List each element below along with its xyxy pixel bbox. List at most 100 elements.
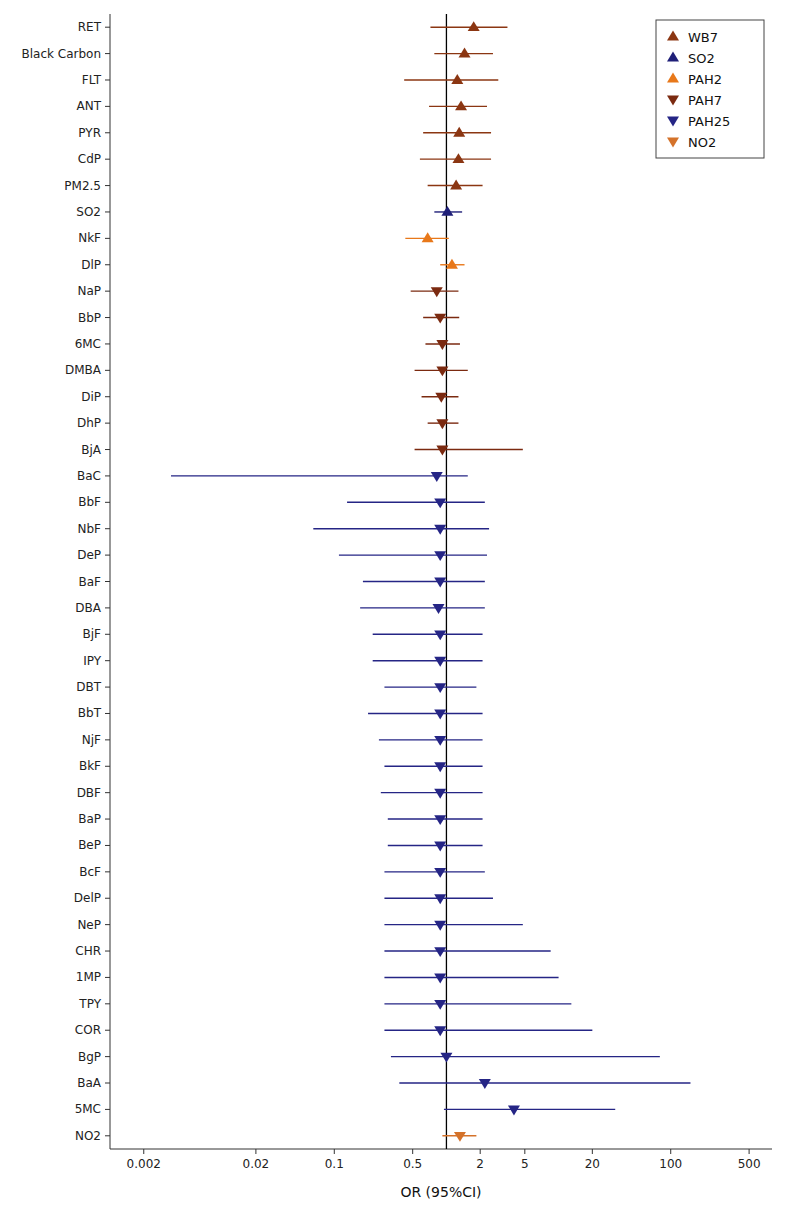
y-tick-label: CdP — [78, 152, 101, 166]
ci-line — [399, 1082, 690, 1083]
y-tick-label: BkF — [79, 759, 101, 773]
y-tick-label: Black Carbon — [21, 47, 101, 61]
y-tick-label: NaP — [77, 284, 101, 298]
point-estimate — [479, 1079, 491, 1089]
y-tick-label: DBT — [76, 680, 101, 694]
y-tick — [105, 687, 110, 688]
point-estimate — [433, 604, 445, 614]
y-tick — [105, 1056, 110, 1057]
y-tick-label: NjF — [82, 733, 101, 747]
ci-line — [415, 449, 523, 450]
legend-marker — [667, 31, 679, 41]
y-tick — [105, 423, 110, 424]
point-estimate — [434, 815, 446, 825]
x-tick-label: 0.1 — [325, 1157, 344, 1171]
y-tick-label: 5MC — [75, 1102, 101, 1116]
y-tick-label: COR — [75, 1023, 101, 1037]
y-tick-label: NO2 — [75, 1129, 101, 1143]
ci-line — [384, 766, 482, 767]
x-tick-label: 0.02 — [243, 1157, 270, 1171]
point-estimate — [450, 180, 462, 190]
y-tick — [105, 1083, 110, 1084]
y-tick — [105, 528, 110, 529]
y-tick — [105, 581, 110, 582]
x-tick-label: 5 — [521, 1157, 529, 1171]
point-estimate — [434, 498, 446, 508]
point-estimate — [434, 974, 446, 984]
y-tick-label: BbT — [78, 706, 102, 720]
y-tick — [105, 79, 110, 80]
x-tick — [480, 1149, 481, 1154]
y-tick-label: DelP — [74, 891, 101, 905]
series — [404, 21, 507, 189]
point-estimate — [434, 630, 446, 640]
x-tick-label: 500 — [738, 1157, 761, 1171]
legend-marker — [667, 96, 679, 106]
y-tick-label: BaP — [78, 812, 101, 826]
point-estimate — [435, 393, 447, 403]
legend: WB7SO2PAH2PAH7PAH25NO2 — [656, 20, 764, 158]
y-tick-label: NbF — [78, 522, 102, 536]
y-tick-label: TPY — [78, 997, 101, 1011]
x-axis-line — [110, 1149, 772, 1150]
y-tick-label: DBA — [75, 601, 101, 615]
y-tick — [105, 132, 110, 133]
x-tick — [749, 1149, 750, 1154]
x-tick — [592, 1149, 593, 1154]
ci-line — [360, 607, 485, 608]
y-tick-label: BaC — [77, 469, 101, 483]
ci-line — [384, 924, 522, 925]
ci-line — [381, 792, 483, 793]
point-estimate — [455, 100, 467, 110]
y-tick — [105, 396, 110, 397]
point-estimate — [434, 578, 446, 588]
y-tick — [105, 502, 110, 503]
point-estimate — [434, 710, 446, 720]
x-tick — [255, 1149, 256, 1154]
ci-line — [363, 581, 485, 582]
ci-line — [339, 554, 487, 555]
x-tick — [334, 1149, 335, 1154]
y-tick-label: BgP — [78, 1050, 101, 1064]
point-estimate — [422, 232, 434, 242]
point-estimate — [459, 48, 471, 58]
y-tick — [105, 1030, 110, 1031]
y-tick-label: DlP — [81, 258, 101, 272]
y-tick-label: RET — [78, 20, 102, 34]
point-estimate — [434, 894, 446, 904]
y-tick — [105, 819, 110, 820]
series — [411, 287, 523, 455]
y-tick — [105, 1135, 110, 1136]
y-tick-label: BbF — [78, 495, 101, 509]
ci-line — [384, 950, 550, 951]
point-estimate — [434, 683, 446, 693]
series — [434, 206, 462, 216]
y-tick — [105, 607, 110, 608]
y-tick — [105, 713, 110, 714]
point-estimate — [434, 736, 446, 746]
ci-line — [444, 1109, 615, 1110]
point-estimate — [434, 868, 446, 878]
y-tick-label: BjA — [81, 443, 102, 457]
ci-line — [404, 79, 498, 80]
y-tick — [105, 317, 110, 318]
y-tick-label: BjF — [83, 627, 102, 641]
legend-marker — [667, 52, 679, 62]
y-tick — [105, 159, 110, 160]
point-estimate — [436, 446, 448, 456]
point-estimate — [453, 127, 465, 137]
y-tick — [105, 53, 110, 54]
axes: 0.0020.020.10.52520100500RETBlack Carbon… — [21, 14, 772, 1171]
x-tick — [524, 1149, 525, 1154]
y-tick-label: IPY — [83, 654, 102, 668]
y-tick-label: ANT — [76, 99, 101, 113]
point-estimate — [434, 762, 446, 772]
ci-line — [384, 871, 484, 872]
ci-line — [171, 475, 468, 476]
y-tick — [105, 106, 110, 107]
ci-line — [391, 1056, 660, 1057]
y-tick — [105, 977, 110, 978]
point-estimate — [434, 947, 446, 957]
point-estimate — [436, 366, 448, 376]
x-tick-label: 0.002 — [127, 1157, 161, 1171]
